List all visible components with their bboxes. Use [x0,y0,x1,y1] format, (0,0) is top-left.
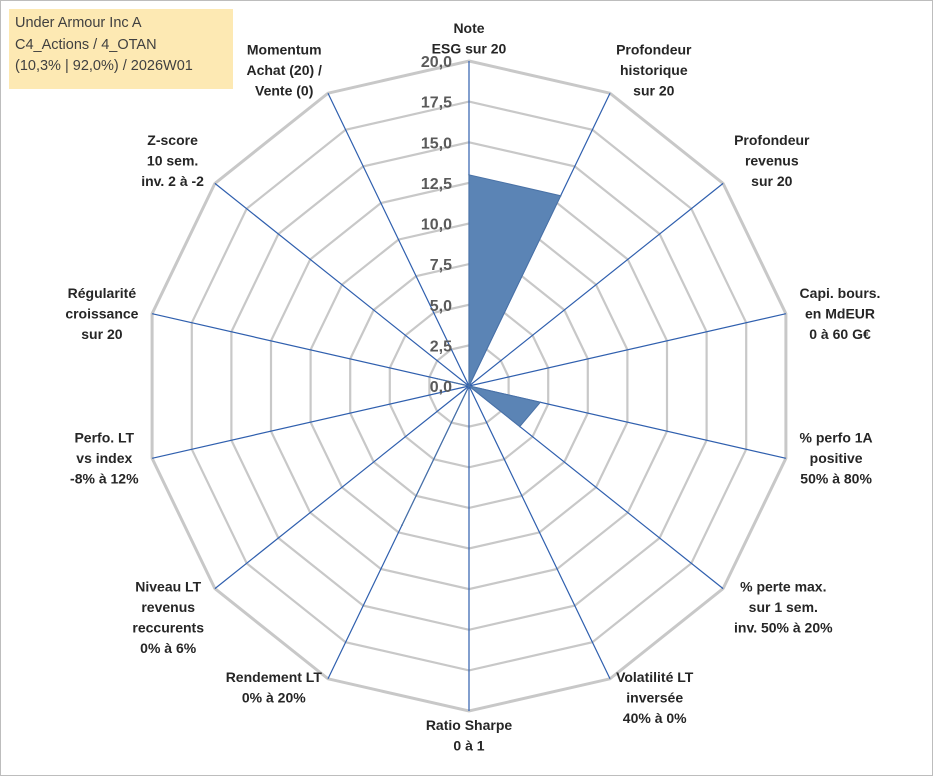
tick-label: 20,0 [421,54,452,71]
axis-spoke [151,313,470,387]
radar-tick-labels: 0,0 2,5 5,0 7,5 10,0 12,5 15,0 17,5 20,0 [421,54,452,396]
axis-label: Régularité croissance sur 20 [65,285,138,342]
axis-label: Ratio Sharpe 0 à 1 [426,717,513,754]
axis-label: % perte max. sur 1 sem. inv. 50% à 20% [734,579,833,636]
axis-spoke [468,182,724,387]
axis-spoke [468,385,611,680]
tick-label: 12,5 [421,176,452,193]
tick-label: 17,5 [421,95,452,112]
axis-spoke [151,385,470,459]
axis-label: Perfo. LT vs index -8% à 12% [70,430,139,487]
tick-label: 2,5 [430,338,452,355]
axis-label: Capi. bours. en MdEUR 0 à 60 G€ [800,285,881,342]
radar-series [401,174,562,526]
axis-spoke [214,385,470,590]
axis-label: Z-score 10 sem. inv. 2 à -2 [141,132,204,189]
series-point [559,194,562,197]
tick-label: 10,0 [421,217,452,234]
series-point [539,401,542,404]
axis-label: Profondeur revenus sur 20 [734,132,810,189]
tick-label: 7,5 [430,257,452,274]
axis-label: Profondeur historique sur 20 [616,42,692,99]
axis-label: Niveau LT revenus reccurents 0% à 6% [132,579,204,657]
axis-spoke [214,182,470,387]
axis-label: Momentum Achat (20) / Vente (0) [246,42,322,99]
chart-title-box: Under Armour Inc A C4_Actions / 4_OTAN (… [9,9,233,89]
axis-label: Volatilité LT inversée 40% à 0% [616,669,694,726]
series-point [468,174,470,176]
series-point [401,524,403,526]
series-point [468,385,470,387]
axis-spoke [468,313,787,387]
axis-label: Note ESG sur 20 [432,20,507,57]
series-point [519,425,521,428]
radar-axis-labels: Note ESG sur 20 Profondeur historique sur 20… [65,20,880,754]
tick-label: 5,0 [430,298,452,315]
title-line-stock: Under Armour Inc A [15,15,142,31]
title-line-period: (10,3% | 92,0%) / 2026W01 [15,58,193,74]
axis-spoke [327,92,470,387]
axis-label: Rendement LT 0% à 20% [226,669,323,706]
title-line-category: C4_Actions / 4_OTAN [15,36,157,53]
tick-label: 0,0 [430,379,452,396]
tick-label: 15,0 [421,135,452,152]
axis-label: % perfo 1A positive 50% à 80% [800,430,873,487]
series-point [436,378,439,380]
